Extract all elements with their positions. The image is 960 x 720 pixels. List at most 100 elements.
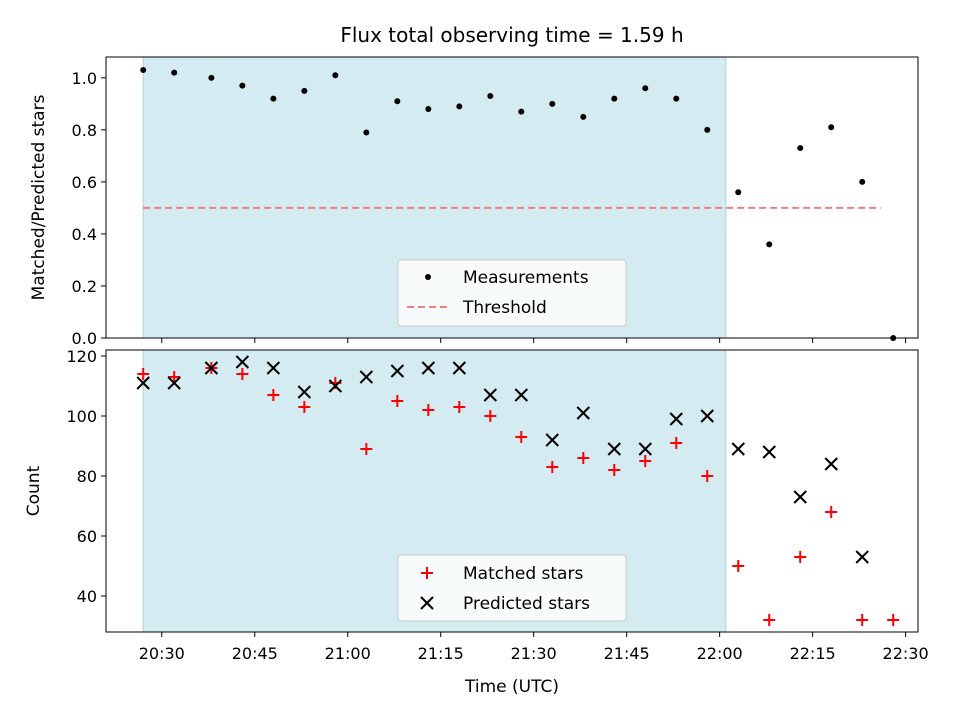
x-b — [297, 385, 312, 399]
matched-star-point — [825, 506, 838, 518]
matched-star-point — [168, 371, 181, 383]
x-tick-label: 22:00 — [697, 644, 743, 663]
count-y-axis-label: Count — [24, 465, 44, 516]
ratio-legend-box — [397, 259, 627, 327]
predicted-star-point — [390, 364, 405, 378]
measurement-point — [301, 87, 308, 94]
x-b — [266, 361, 281, 375]
measurement-point — [704, 126, 711, 133]
x-b — [824, 457, 838, 471]
x-b — [762, 445, 776, 459]
predicted-star-point — [167, 376, 181, 390]
x-tick-label: 21:15 — [418, 644, 464, 663]
predicted-star-point — [824, 457, 838, 471]
legend-matched-marker — [421, 567, 433, 579]
predicted-star-point — [638, 442, 652, 456]
y-tick-label: 1.0 — [72, 69, 97, 88]
measurement-point — [239, 82, 246, 89]
measurement-point — [487, 93, 494, 100]
legend-measurements-label: Measurements — [463, 268, 589, 288]
predicted-star-point — [793, 490, 807, 504]
legend-predicted-marker — [420, 596, 434, 610]
x-b — [167, 376, 181, 390]
y-tick-label: 120 — [66, 347, 97, 366]
y-tick-label: 100 — [66, 407, 97, 426]
y-tick-label: 80 — [77, 467, 97, 486]
matched-star-point — [639, 455, 652, 467]
measurement-point — [425, 106, 432, 113]
matched-star-point — [732, 560, 745, 572]
predicted-star-point — [700, 409, 714, 423]
measurement-point — [270, 95, 277, 102]
x-b — [793, 490, 807, 504]
ratio-y-axis-label: Matched/Predicted stars — [29, 94, 49, 300]
y-tick-label: 0.0 — [72, 329, 97, 348]
measurement-point — [208, 74, 215, 81]
matched-star-point — [484, 410, 497, 422]
x-tick-label: 22:15 — [790, 644, 836, 663]
count-legend-box — [397, 554, 627, 622]
matched-star-point — [391, 395, 404, 407]
x-tick-label: 20:30 — [139, 644, 185, 663]
matched-star-point — [267, 389, 280, 401]
matched-star-point — [577, 452, 590, 464]
count-legend: Matched stars Predicted stars — [397, 554, 627, 622]
ratio-panel-frame — [105, 56, 919, 339]
x-b — [328, 379, 343, 393]
measurement-point — [828, 124, 835, 131]
matched-star-point — [887, 614, 900, 626]
predicted-star-point — [297, 385, 312, 399]
legend-matched-label: Matched stars — [463, 564, 583, 584]
predicted-star-point — [452, 361, 467, 375]
measurement-point — [766, 241, 773, 248]
x-b — [855, 550, 869, 564]
measurement-point — [642, 85, 649, 92]
predicted-star-point — [855, 550, 869, 564]
ratio-panel: 0.0 0.2 0.4 0.6 0.8 1.0 Matched/Predicted sta… — [29, 56, 919, 348]
predicted-star-point — [669, 412, 683, 426]
predicted-star-point — [421, 361, 436, 375]
predicted-star-point — [266, 361, 281, 375]
predicted-star-point — [328, 379, 343, 393]
y-tick-label: 0.4 — [72, 225, 97, 244]
x-b — [136, 376, 150, 390]
matched-star-point — [763, 614, 776, 626]
x-b — [452, 361, 467, 375]
x-b — [204, 361, 219, 375]
predicted-stars-points — [136, 355, 869, 564]
measurement-point — [171, 69, 178, 76]
x-tick-label: 22:30 — [883, 644, 929, 663]
x-b — [514, 388, 529, 402]
matched-star-point — [608, 464, 621, 476]
x-b — [235, 355, 250, 369]
matched-star-point — [546, 461, 559, 473]
matched-star-point — [670, 437, 683, 449]
x-tick-label: 21:00 — [325, 644, 371, 663]
predicted-star-point — [514, 388, 529, 402]
ratio-y-ticks: 0.0 0.2 0.4 0.6 0.8 1.0 — [72, 69, 106, 348]
y-tick-label: 0.6 — [72, 173, 97, 192]
matched-star-point — [422, 404, 435, 416]
predicted-star-point — [545, 433, 559, 447]
measurement-point — [859, 178, 866, 185]
x-b — [638, 442, 652, 456]
measurement-point — [797, 145, 804, 152]
x-b — [669, 412, 683, 426]
predicted-star-point — [762, 445, 776, 459]
x-b — [545, 433, 559, 447]
y-tick-label: 0.8 — [72, 121, 97, 140]
x-b — [607, 442, 621, 456]
count-panel-frame — [105, 349, 919, 633]
matched-star-point — [236, 368, 249, 380]
measurement-point — [611, 95, 618, 102]
measurement-point — [549, 100, 556, 107]
measurement-point — [580, 113, 587, 120]
x-b — [421, 361, 436, 375]
measurement-point — [363, 129, 370, 136]
matched-star-point — [856, 614, 869, 626]
measurement-point — [735, 189, 742, 196]
y-tick-label: 40 — [77, 587, 97, 606]
matched-star-point — [453, 401, 466, 413]
measurement-point — [332, 72, 339, 79]
matched-star-point — [515, 431, 528, 443]
